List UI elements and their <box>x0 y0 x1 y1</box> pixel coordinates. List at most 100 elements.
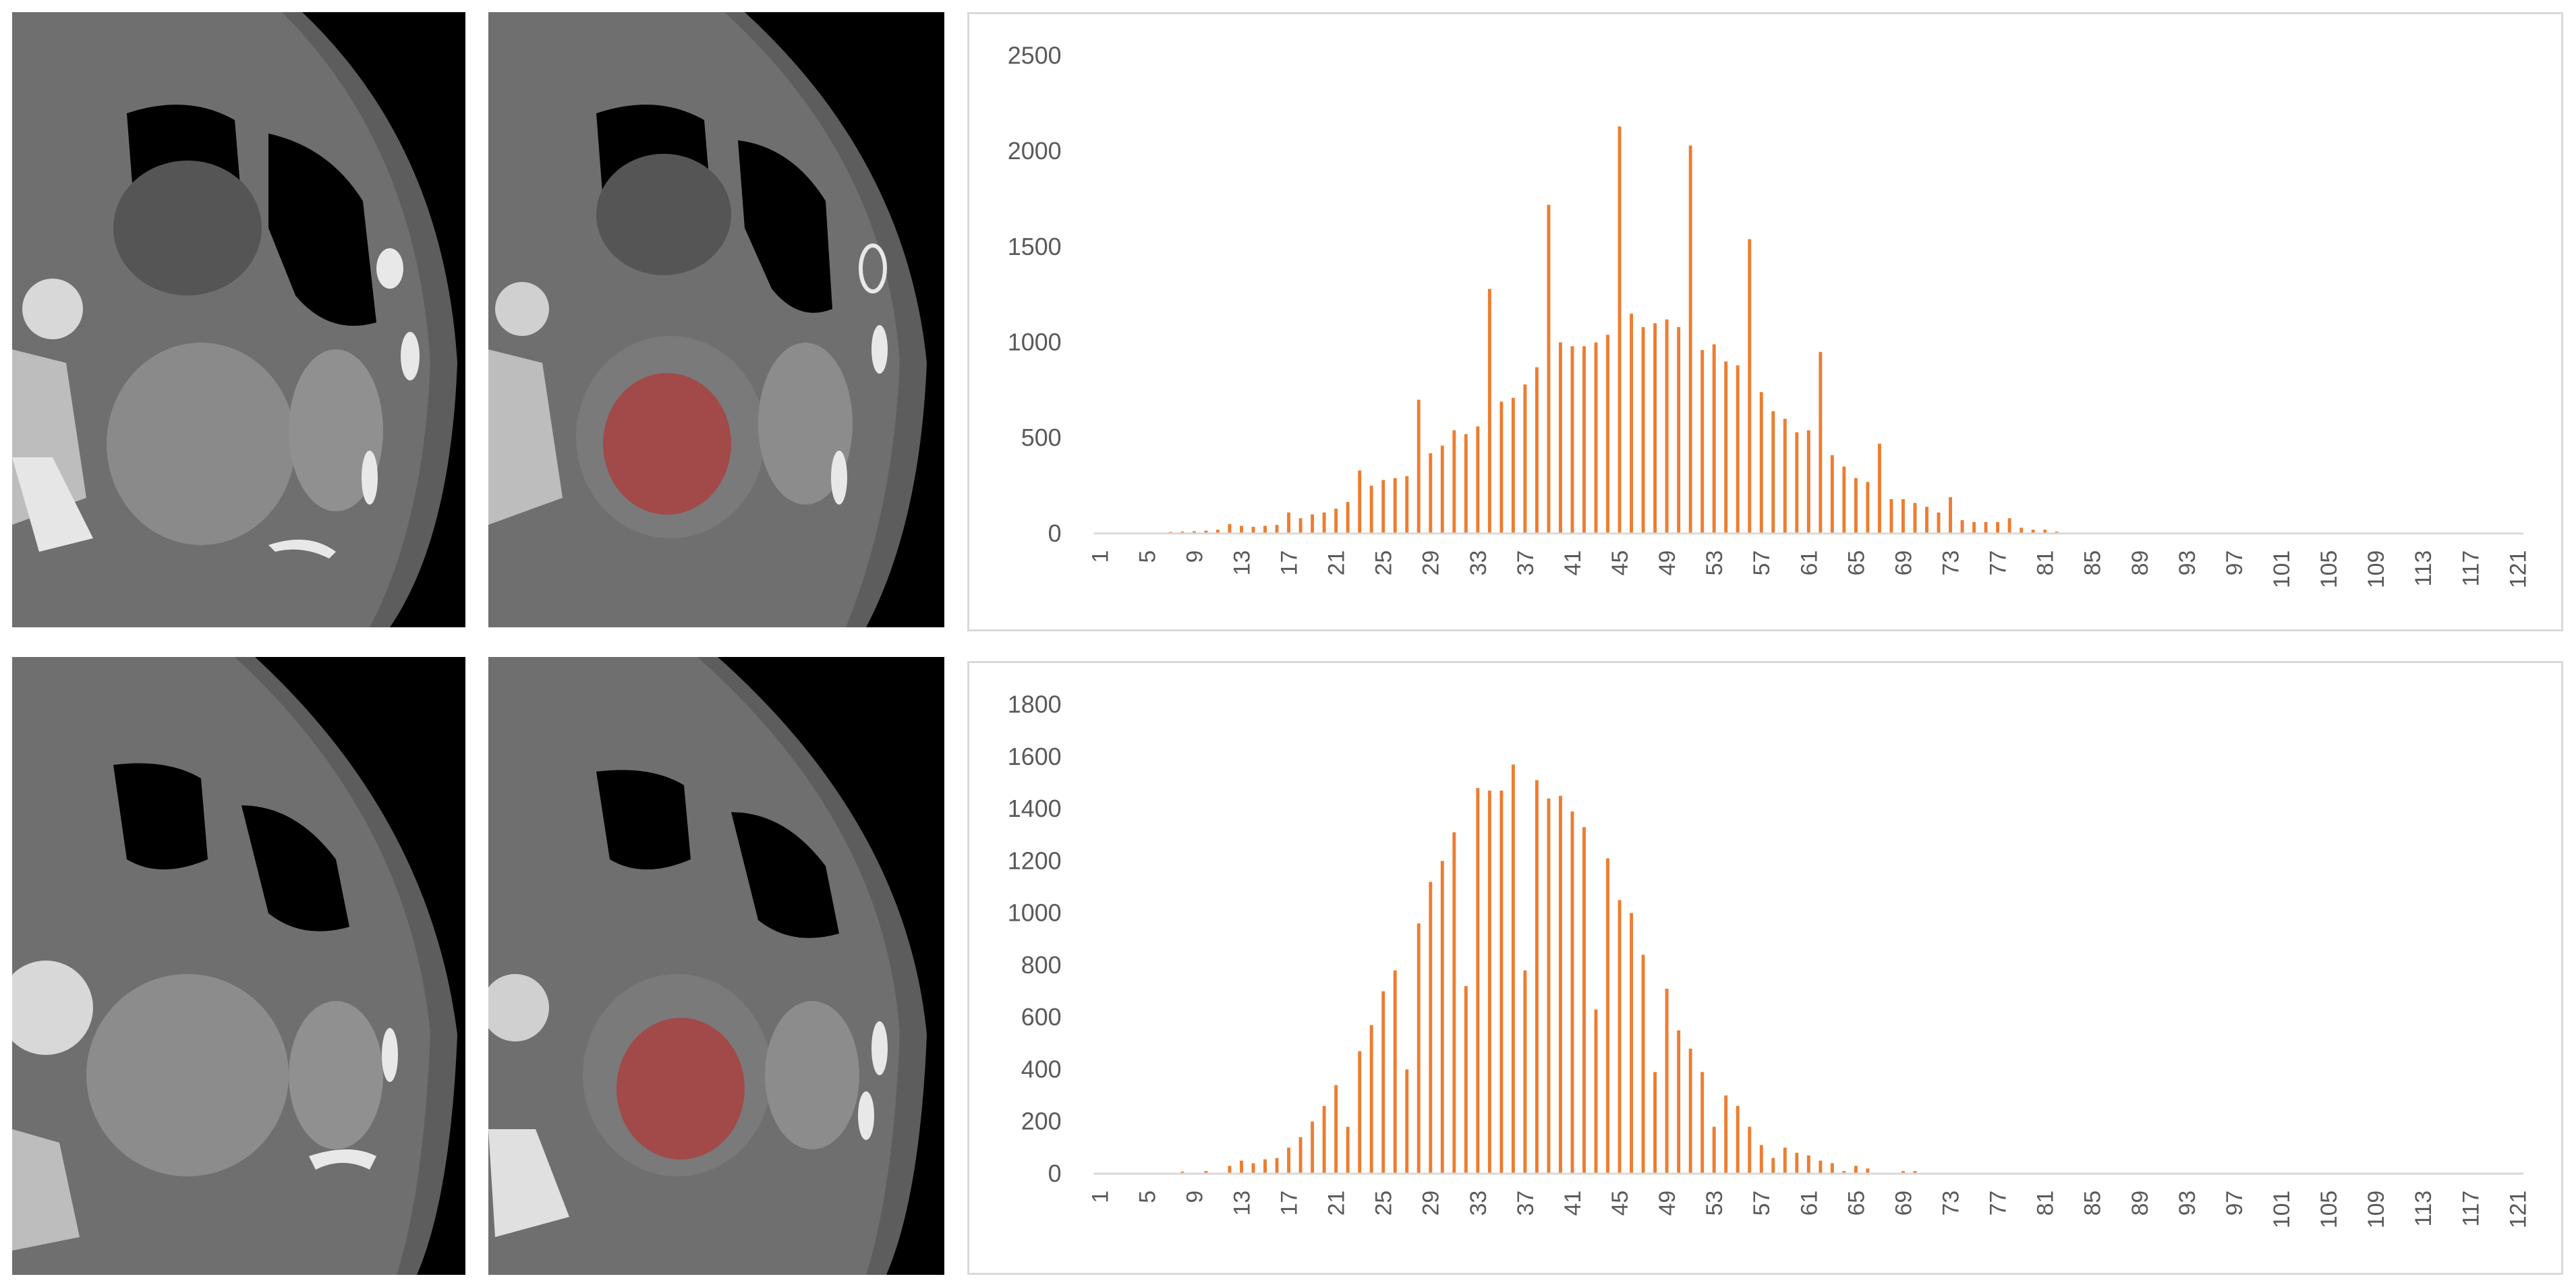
x-tick-label: 121 <box>2505 550 2531 588</box>
y-tick-label: 0 <box>1048 520 1062 547</box>
histogram-bar <box>1582 827 1586 1174</box>
histogram-bar <box>1487 791 1491 1174</box>
histogram-bar <box>1511 397 1515 534</box>
x-tick-label: 65 <box>1843 1191 1869 1216</box>
x-tick-label: 57 <box>1749 550 1775 576</box>
x-tick-label: 29 <box>1419 1191 1444 1216</box>
histogram-bar <box>1842 1171 1846 1174</box>
x-tick-label: 89 <box>2127 1191 2153 1216</box>
histogram-bar <box>1630 314 1634 534</box>
histogram-bar <box>1298 518 1303 534</box>
histogram-bar <box>1405 476 1409 534</box>
histogram-bar <box>1700 1072 1705 1174</box>
histogram-bar <box>1499 401 1504 534</box>
histogram-bar <box>1570 346 1574 534</box>
x-tick-label: 81 <box>2033 1191 2059 1216</box>
x-tick-label: 25 <box>1371 550 1397 576</box>
histogram-bar <box>2020 527 2024 534</box>
x-tick-label: 29 <box>1419 550 1444 576</box>
histogram-bar <box>1452 832 1456 1174</box>
histogram-bar <box>1960 520 1964 534</box>
histogram-bar <box>1759 392 1763 534</box>
histogram-bar <box>1180 1171 1184 1174</box>
histogram-bar <box>1263 525 1267 534</box>
roi-overlay-top <box>603 373 731 515</box>
x-tick-label: 85 <box>2080 1191 2106 1216</box>
y-tick-label: 1500 <box>1008 233 1062 260</box>
histogram-bar <box>1748 1126 1752 1174</box>
histogram-bar <box>1559 795 1562 1174</box>
x-tick-label: 105 <box>2316 1191 2342 1228</box>
y-tick-label: 1800 <box>1008 691 1062 718</box>
x-tick-label: 33 <box>1466 1191 1491 1216</box>
histogram-bar <box>1416 399 1421 534</box>
histogram-bar <box>1346 1126 1350 1174</box>
x-tick-label: 101 <box>2269 1191 2295 1228</box>
histogram-bar <box>1771 1157 1775 1174</box>
x-tick-label: 61 <box>1796 1191 1822 1216</box>
y-tick-label: 400 <box>1021 1056 1062 1083</box>
histogram-bottom-svg: 0 200 400 600 800 1000 1200 1400 1600 1800 1 5 9 13 17… <box>1008 691 2531 1229</box>
histogram-bar <box>1937 512 1941 534</box>
histogram-bar <box>1582 346 1586 534</box>
histogram-bar <box>1240 1160 1243 1174</box>
histogram-bar <box>1393 478 1397 534</box>
histogram-bar <box>1854 1166 1858 1174</box>
x-tick-label: 93 <box>2175 1191 2200 1216</box>
y-tick-label: 2000 <box>1008 138 1062 165</box>
histogram-bar <box>1499 791 1504 1174</box>
histogram-bar <box>1806 1155 1810 1174</box>
histogram-bar <box>1606 335 1609 534</box>
y-tick-label: 200 <box>1021 1108 1062 1135</box>
ct-roi-top <box>488 12 944 627</box>
histogram-bar <box>2007 518 2011 534</box>
histogram-bar <box>1677 326 1681 534</box>
y-tick-label: 800 <box>1021 952 1062 979</box>
histogram-bar <box>1996 521 2000 534</box>
histogram-bar <box>1925 507 1928 534</box>
histogram-bar <box>1416 923 1421 1174</box>
histogram-bar <box>1429 882 1433 1174</box>
histogram-bar <box>1819 351 1823 534</box>
x-tick-label: 21 <box>1324 1191 1350 1216</box>
x-tick-label: 117 <box>2458 550 2484 587</box>
x-tick-label: 41 <box>1560 1191 1586 1216</box>
histogram-bar <box>1913 1171 1917 1174</box>
histogram-bar <box>1866 482 1870 534</box>
histogram-chart-bottom: 0 200 400 600 800 1000 1200 1400 1600 1800 1 5 9 13 17… <box>967 661 2563 1275</box>
x-tick-label: 77 <box>1986 550 2011 576</box>
histogram-bar <box>1819 1160 1823 1174</box>
histogram-bar <box>1440 445 1444 534</box>
x-tick-label: 1 <box>1087 1191 1113 1203</box>
histogram-bar <box>1594 1009 1598 1174</box>
y-tick-label: 1600 <box>1008 743 1062 770</box>
roi-overlay-bottom <box>617 1018 745 1160</box>
histogram-bar <box>1251 527 1255 534</box>
histogram-bar <box>1476 426 1480 534</box>
histogram-bar <box>1830 455 1834 534</box>
histogram-bar <box>1866 1168 1870 1174</box>
histogram-bar <box>1972 521 1976 534</box>
histogram-bar <box>1712 344 1716 534</box>
histogram-bar <box>1688 1048 1692 1174</box>
y-tick-label: 0 <box>1048 1160 1062 1187</box>
y-tick-label: 600 <box>1021 1004 1062 1031</box>
histogram-bar <box>1618 900 1622 1174</box>
x-tick-label: 13 <box>1229 550 1255 576</box>
histogram-bar <box>1806 430 1810 534</box>
x-tick-label: 117 <box>2458 1191 2484 1227</box>
x-tick-label: 97 <box>2222 1191 2248 1216</box>
histogram-bar <box>1724 1095 1728 1174</box>
histogram-top-svg: 0 500 1000 1500 2000 2500 1 5 9 13 17 21 25 29 33 37 41 4… <box>1008 42 2531 589</box>
histogram-bar <box>1783 418 1787 534</box>
histogram-bar <box>1724 361 1728 534</box>
x-tick-label: 45 <box>1607 550 1633 576</box>
x-tick-label: 65 <box>1843 550 1869 576</box>
histogram-bar <box>1287 512 1291 534</box>
histogram-bar <box>2043 530 2047 534</box>
histogram-bar <box>1275 1157 1279 1174</box>
histogram-bar <box>1653 323 1657 534</box>
histogram-bar <box>1381 991 1385 1174</box>
x-tick-label: 45 <box>1607 1191 1633 1216</box>
histogram-bar <box>1275 525 1279 534</box>
